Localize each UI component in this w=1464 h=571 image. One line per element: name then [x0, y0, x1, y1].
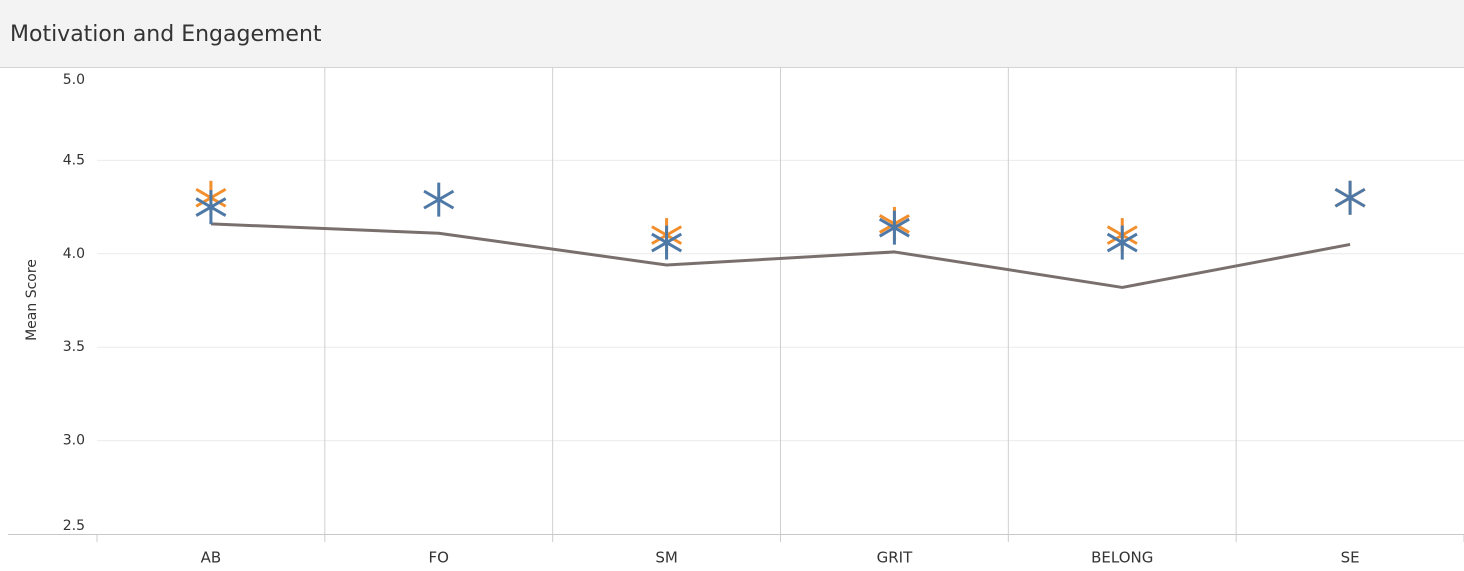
asterisk-stroke [878, 217, 910, 238]
asterisk-stroke [1334, 187, 1366, 208]
asterisk-marker [1106, 225, 1138, 260]
x-tick-label: SM [655, 549, 677, 567]
series-line [210, 222, 1351, 289]
y-tick-label: 4.0 [63, 246, 85, 262]
asterisk-marker [195, 190, 227, 225]
y-tick-label: 5.0 [63, 72, 85, 88]
x-tick-label: SE [1341, 549, 1360, 567]
y-axis-label: Mean Score [24, 259, 40, 341]
y-tick-label: 4.5 [63, 152, 85, 168]
asterisk-marker [423, 182, 455, 217]
asterisk-stroke [195, 197, 227, 217]
x-tick-label: GRIT [877, 549, 913, 567]
asterisk-marker [1334, 180, 1366, 215]
y-tick-label: 3.0 [63, 433, 85, 449]
x-tick-label: AB [201, 549, 222, 567]
x-tick-label: BELONG [1091, 549, 1153, 567]
y-tick-label: 2.5 [63, 518, 85, 534]
asterisk-stroke [1106, 232, 1138, 253]
y-tick-label: 3.5 [63, 339, 85, 355]
title-bar [0, 0, 1464, 67]
asterisk-marker [651, 225, 683, 260]
asterisk-marker [878, 210, 910, 245]
asterisk-stroke [651, 232, 683, 253]
asterisk-stroke [423, 189, 455, 210]
chart-title: Motivation and Engagement [10, 22, 322, 47]
x-tick-label: FO [429, 549, 449, 567]
